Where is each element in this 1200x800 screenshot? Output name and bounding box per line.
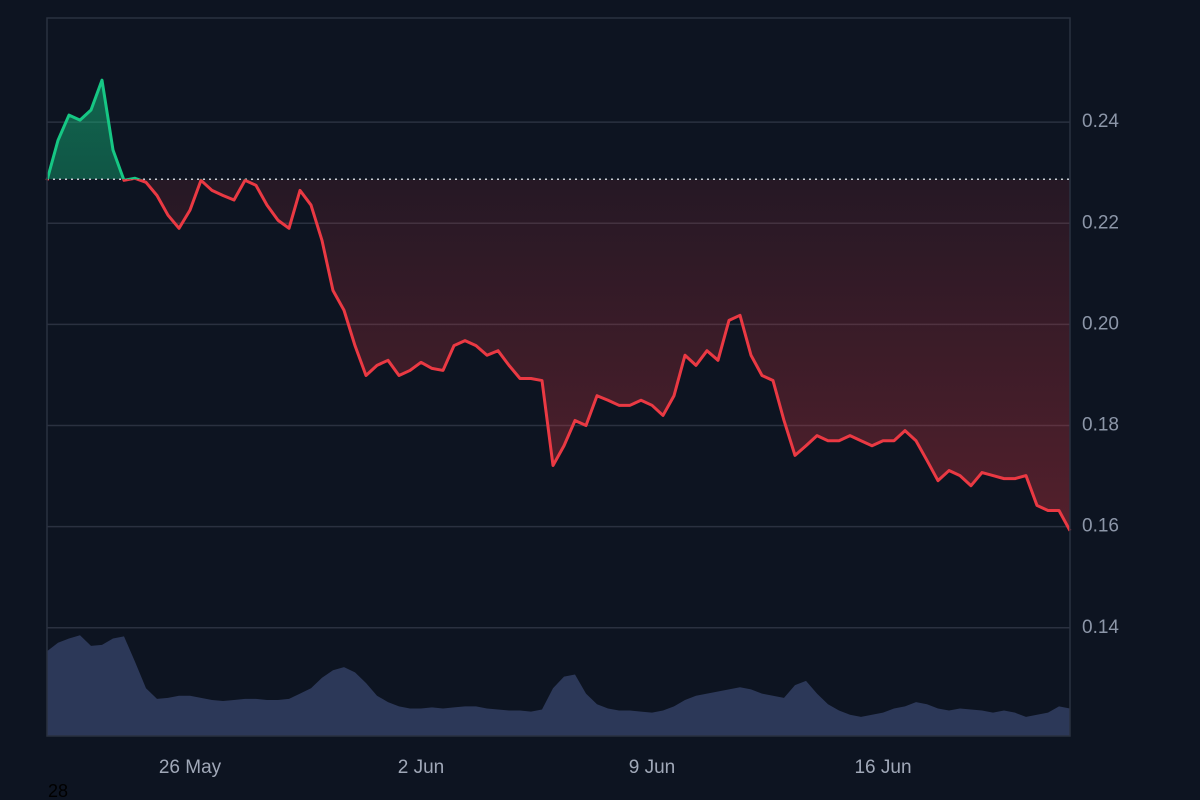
volume-area bbox=[47, 635, 1070, 736]
x-tick-label: 16 Jun bbox=[854, 757, 911, 778]
x-tick-label: 2 Jun bbox=[398, 757, 444, 778]
y-tick-label: 0.14 bbox=[1082, 617, 1119, 638]
footnote: 28 bbox=[48, 781, 68, 800]
area-down bbox=[47, 179, 1070, 531]
y-tick-label: 0.18 bbox=[1082, 415, 1119, 436]
y-tick-label: 0.24 bbox=[1082, 111, 1119, 132]
axis-labels: 0.14 0.16 0.18 0.20 0.22 0.24 26 May 2 Jun 9 Jun… bbox=[159, 111, 1120, 778]
y-tick-label: 0.22 bbox=[1082, 212, 1119, 233]
y-tick-label: 0.20 bbox=[1082, 313, 1119, 334]
price-line-down bbox=[45, 179, 1072, 532]
y-tick-label: 0.16 bbox=[1082, 516, 1119, 537]
volume-layer bbox=[47, 635, 1070, 736]
price-layer bbox=[45, 78, 1072, 532]
plot-frame bbox=[46, 17, 1071, 737]
x-tick-label: 26 May bbox=[159, 757, 222, 778]
x-tick-label: 9 Jun bbox=[629, 757, 675, 778]
